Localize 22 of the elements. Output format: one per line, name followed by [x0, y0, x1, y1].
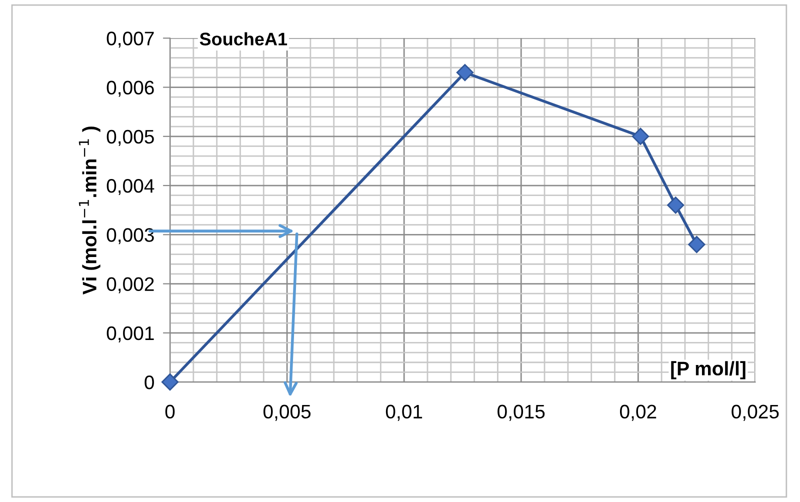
- x-tick-label: 0,02: [620, 404, 656, 421]
- chart-title: SoucheA1: [200, 32, 288, 46]
- x-tick-label: 0: [165, 404, 175, 419]
- y-tick-label: 0,005: [106, 130, 154, 146]
- y-tick-label: 0: [144, 375, 154, 390]
- point: [161, 373, 179, 391]
- y-tick-label: 0,002: [106, 277, 154, 294]
- x-axis-title: [P mol/l]: [671, 361, 746, 380]
- y-axis-title: Vi (mol.l$^{−1}$.min$^{−1}$ ): [78, 126, 100, 295]
- point: [688, 236, 706, 254]
- x-tick-label: 0,005: [263, 404, 311, 421]
- y-tick-label: 0,004: [106, 178, 154, 196]
- y-tick-label: 0,003: [106, 228, 154, 244]
- x-tick-label: 0,015: [498, 404, 545, 421]
- x-tick-label: 0,025: [732, 404, 779, 421]
- point: [667, 196, 684, 214]
- point: [632, 128, 650, 145]
- y-tick-label: 0,006: [106, 80, 154, 97]
- x-tick-label: 0,01: [386, 404, 422, 421]
- y-tick-label: 0,001: [106, 326, 154, 342]
- y-tick-label: 0,007: [106, 32, 154, 48]
- point: [456, 64, 474, 82]
